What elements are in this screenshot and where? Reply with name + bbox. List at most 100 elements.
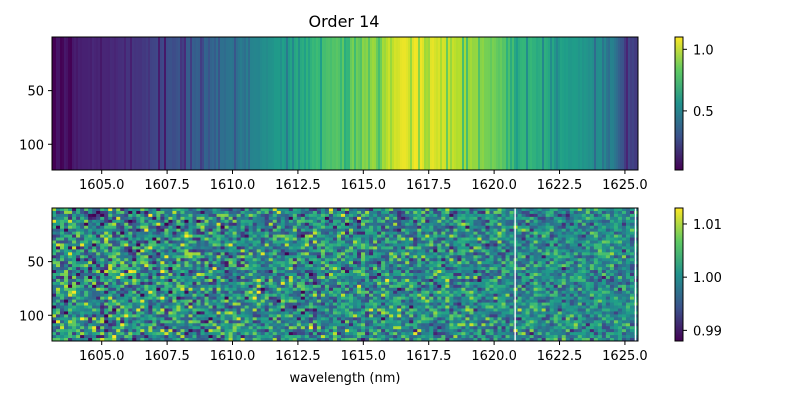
heatmap-cell bbox=[276, 293, 282, 297]
heatmap-cell bbox=[124, 278, 129, 283]
heatmap-cell bbox=[393, 338, 398, 342]
heatmap-cell bbox=[260, 338, 266, 342]
heatmap-cell bbox=[248, 210, 253, 215]
heatmap-cell bbox=[276, 296, 282, 300]
heatmap-cell bbox=[320, 302, 326, 306]
heatmap-cell bbox=[56, 323, 61, 327]
heatmap-cell bbox=[441, 270, 446, 274]
heatmap-cell bbox=[357, 246, 362, 250]
heatmap-cell bbox=[324, 299, 330, 303]
heatmap-cell bbox=[216, 284, 221, 289]
heatmap-cell bbox=[316, 264, 322, 268]
heatmap-cell bbox=[56, 225, 61, 229]
heatmap-cell bbox=[417, 320, 422, 324]
heatmap-cell bbox=[172, 275, 177, 280]
heatmap-cell bbox=[361, 314, 366, 318]
heatmap-cell bbox=[68, 246, 73, 250]
heatmap-cell bbox=[64, 281, 69, 286]
heatmap-cell bbox=[116, 290, 121, 295]
heatmap-cell bbox=[312, 305, 318, 309]
heatmap-cell bbox=[340, 261, 346, 265]
heatmap-cell bbox=[72, 213, 77, 218]
heatmap-cell bbox=[381, 287, 386, 292]
heatmap-cell bbox=[345, 216, 350, 221]
heatmap-cell bbox=[228, 219, 233, 224]
heatmap-cell bbox=[124, 296, 129, 300]
heatmap-cell bbox=[60, 317, 65, 321]
heatmap-cell bbox=[445, 329, 450, 333]
heatmap-cell bbox=[413, 216, 418, 221]
heatmap-cell bbox=[180, 338, 185, 342]
heatmap-cell bbox=[104, 219, 109, 224]
heatmap-cell bbox=[128, 326, 133, 330]
heatmap-cell bbox=[216, 299, 221, 303]
heatmap-cell bbox=[377, 249, 382, 253]
heatmap-cell bbox=[413, 237, 418, 241]
heatmap-cell bbox=[244, 326, 249, 330]
heatmap-cell bbox=[268, 278, 274, 283]
heatmap-column bbox=[92, 37, 95, 170]
heatmap-cell bbox=[336, 338, 342, 342]
heatmap-cell bbox=[64, 329, 69, 333]
heatmap-cell bbox=[256, 305, 262, 309]
heatmap-cell bbox=[228, 264, 233, 268]
heatmap-column bbox=[336, 37, 339, 170]
heatmap-cell bbox=[401, 219, 406, 224]
heatmap-cell bbox=[244, 258, 249, 262]
heatmap-cell bbox=[92, 329, 97, 333]
heatmap-column bbox=[282, 37, 285, 170]
heatmap-cell bbox=[208, 208, 213, 212]
heatmap-cell bbox=[449, 290, 454, 295]
heatmap-cell bbox=[108, 264, 113, 268]
heatmap-cell bbox=[256, 275, 262, 280]
heatmap-cell bbox=[148, 267, 153, 271]
heatmap-cell bbox=[437, 335, 442, 339]
heatmap-cell bbox=[52, 252, 57, 256]
heatmap-column bbox=[264, 37, 267, 170]
heatmap-cell bbox=[417, 284, 422, 289]
heatmap-column bbox=[372, 37, 375, 170]
heatmap-cell bbox=[373, 281, 378, 286]
heatmap-cell bbox=[308, 323, 314, 327]
heatmap-cell bbox=[168, 234, 173, 238]
heatmap-cell bbox=[340, 246, 346, 250]
heatmap-cell bbox=[248, 311, 253, 315]
heatmap-cell bbox=[72, 267, 77, 271]
heatmap-cell bbox=[389, 222, 394, 227]
heatmap-cell bbox=[324, 255, 330, 259]
heatmap-cell bbox=[116, 302, 121, 306]
heatmap-cell bbox=[228, 261, 233, 265]
heatmap-cell bbox=[200, 314, 205, 318]
heatmap-cell bbox=[120, 213, 125, 218]
heatmap-cell bbox=[68, 308, 73, 312]
heatmap-cell bbox=[268, 320, 274, 324]
heatmap-cell bbox=[52, 293, 57, 297]
heatmap-cell bbox=[377, 264, 382, 268]
heatmap-cell bbox=[312, 225, 318, 229]
heatmap-cell bbox=[252, 302, 257, 306]
heatmap-cell bbox=[268, 296, 274, 300]
heatmap-cell bbox=[349, 281, 354, 286]
heatmap-cell bbox=[312, 267, 318, 271]
heatmap-cell bbox=[124, 281, 129, 286]
heatmap-cell bbox=[108, 329, 113, 333]
heatmap-cell bbox=[445, 249, 450, 253]
heatmap-cell bbox=[457, 219, 462, 224]
heatmap-cell bbox=[112, 317, 117, 321]
heatmap-cell bbox=[204, 228, 209, 232]
heatmap-cell bbox=[96, 323, 101, 327]
heatmap-cell bbox=[429, 243, 434, 247]
heatmap-cell bbox=[64, 332, 69, 336]
heatmap-cell bbox=[196, 270, 201, 274]
heatmap-cell bbox=[421, 299, 426, 303]
heatmap-cell bbox=[429, 323, 434, 327]
heatmap-column bbox=[172, 37, 175, 170]
heatmap-cell bbox=[365, 231, 370, 235]
heatmap-cell bbox=[405, 338, 410, 342]
heatmap-cell bbox=[92, 225, 97, 229]
heatmap-cell bbox=[196, 275, 201, 280]
heatmap-cell bbox=[308, 281, 314, 286]
heatmap-cell bbox=[264, 243, 270, 247]
heatmap-cell bbox=[208, 213, 213, 218]
heatmap-cell bbox=[280, 237, 286, 241]
